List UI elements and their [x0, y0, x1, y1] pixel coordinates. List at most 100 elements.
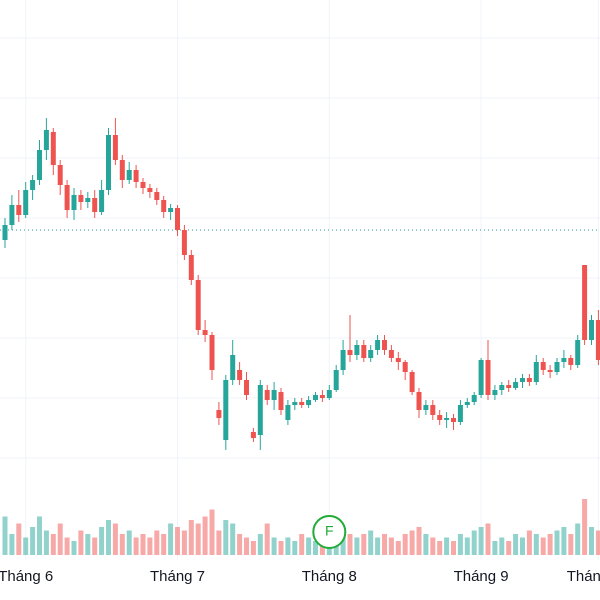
volume-bar [126, 530, 132, 555]
candle-body [547, 370, 553, 372]
horizontal-grid [0, 37, 600, 459]
candle-body [499, 385, 505, 390]
candle-body [292, 402, 298, 405]
volume-bar [506, 541, 512, 555]
volume-bar [2, 516, 8, 555]
candle-body [568, 358, 574, 365]
x-tick-label: Tháng 7 [150, 568, 205, 585]
candle-body [188, 255, 194, 280]
candle-body [216, 410, 222, 418]
candle-body [175, 208, 180, 230]
volume-bar [499, 537, 505, 555]
x-tick-label: Tháng 10 [567, 568, 600, 585]
volume-bar [457, 534, 463, 555]
candle-body [106, 135, 111, 190]
volume-bar [292, 541, 298, 555]
candle-body [140, 182, 146, 188]
candle-body [23, 190, 29, 215]
candle-body [437, 415, 443, 420]
candle-body [168, 208, 174, 212]
x-tick-label: Tháng 6 [0, 568, 53, 585]
candle-body [85, 198, 91, 202]
volume-bar [133, 537, 139, 555]
volume-bar [147, 537, 153, 555]
volume-bar [209, 509, 215, 555]
volume-bar [423, 534, 429, 555]
candle-body [313, 395, 318, 400]
volume-bar [402, 534, 408, 555]
volume-bar [250, 541, 256, 555]
volume-bar [9, 534, 15, 555]
candle-body [368, 350, 374, 358]
candle-body [464, 402, 470, 405]
volume-bar [478, 527, 484, 555]
volume-bar [71, 541, 77, 555]
volume-bar [451, 541, 456, 555]
volume-bar [595, 530, 600, 555]
volume-bar [464, 537, 470, 555]
volume-bar [561, 527, 567, 555]
volume-bar [554, 530, 560, 555]
volume-bar [188, 520, 194, 555]
candle-body [554, 362, 560, 372]
volume-bar [589, 527, 594, 555]
candle-body [133, 170, 139, 182]
candle-body [9, 205, 15, 225]
volume-bar [50, 534, 56, 555]
volume-bar [23, 537, 29, 555]
volume-bar [230, 523, 236, 555]
volume-bar [375, 537, 381, 555]
volume-bar [168, 523, 174, 555]
candle-body [147, 188, 153, 192]
volume-bar [354, 537, 360, 555]
candle-body [99, 190, 105, 212]
candle-body [30, 180, 36, 190]
candle-body [285, 405, 291, 420]
candle-body [237, 370, 243, 380]
volume-bar [306, 537, 312, 555]
candle-body [506, 385, 512, 388]
volume-bar [278, 541, 284, 555]
x-tick-label: Tháng 9 [454, 568, 509, 585]
volume-bar [154, 530, 160, 555]
volume-bar [513, 534, 519, 555]
candle-body [451, 418, 456, 422]
candle-body [319, 395, 325, 398]
volume-bar [99, 527, 105, 555]
candle-body [278, 392, 284, 410]
candle-body [485, 360, 491, 395]
candle-body [388, 350, 394, 358]
candle-body [589, 320, 594, 340]
candle-body [154, 192, 160, 200]
volume-bar [106, 520, 111, 555]
volume-bar [368, 530, 374, 555]
candle-body [540, 362, 546, 370]
candle-body [354, 345, 360, 355]
candle-body [326, 390, 332, 398]
candle-body [71, 195, 77, 210]
volume-bar [92, 537, 98, 555]
event-label: F [325, 523, 334, 539]
volume-bar [313, 541, 318, 555]
volume-bar [64, 537, 70, 555]
volume-bar [237, 534, 243, 555]
volume-bar [409, 530, 415, 555]
candle-body [57, 165, 63, 185]
candle-body [423, 405, 429, 410]
candle-body [526, 378, 532, 382]
candle-body [520, 378, 525, 382]
candle-body [395, 358, 401, 362]
candle-body [16, 205, 22, 215]
candle-body [375, 340, 381, 350]
volume-bar [264, 523, 270, 555]
volume-bar [485, 523, 491, 555]
volume-bar [388, 537, 394, 555]
candle-body [333, 370, 339, 390]
candle-body [209, 335, 215, 370]
candle-body [126, 170, 132, 180]
candle-body [43, 130, 49, 150]
candle-body [382, 340, 387, 350]
x-tick-label: Tháng 8 [302, 568, 357, 585]
volume-bar [112, 523, 118, 555]
